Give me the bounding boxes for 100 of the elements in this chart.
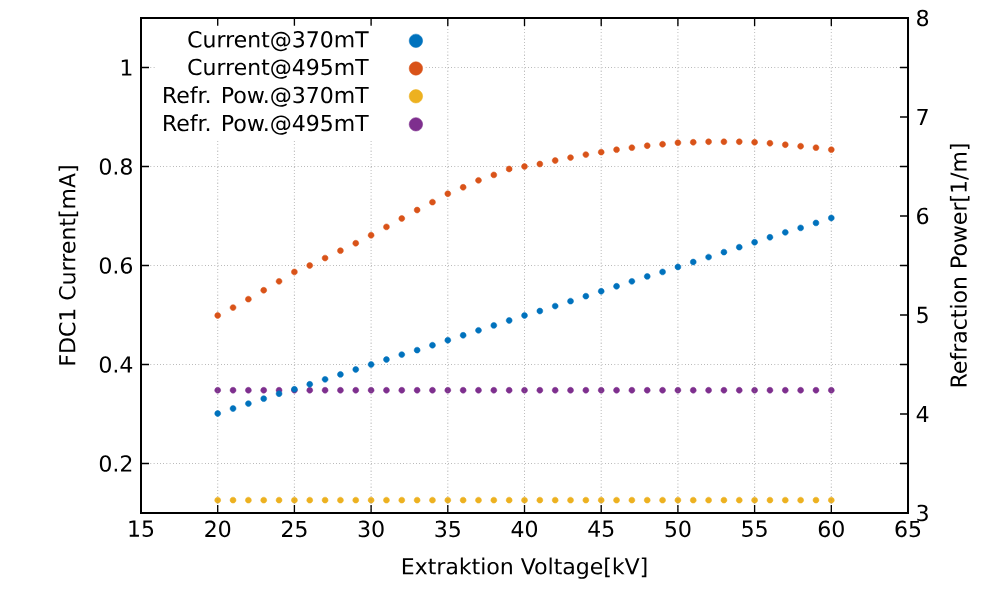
point — [582, 292, 590, 300]
point — [475, 177, 482, 184]
y-tick-label: 1 — [121, 59, 132, 76]
point — [429, 198, 436, 206]
point — [444, 337, 452, 344]
point — [628, 144, 636, 151]
point — [260, 287, 267, 294]
y2-tick-label: 6 — [917, 207, 929, 225]
point — [751, 239, 758, 246]
point — [628, 278, 636, 285]
point — [444, 190, 452, 197]
point — [613, 283, 620, 290]
point — [229, 405, 237, 412]
point — [551, 157, 559, 164]
point — [352, 240, 359, 247]
point — [536, 160, 544, 168]
point — [214, 312, 221, 319]
point — [505, 165, 513, 173]
point — [429, 341, 436, 349]
point — [321, 376, 329, 383]
y2-axis-title: Refraction Power[1/m] — [949, 144, 970, 387]
point — [567, 154, 574, 161]
point — [705, 253, 712, 261]
point — [720, 248, 728, 256]
point — [551, 302, 559, 310]
y-tick-label: 0.4 — [99, 356, 133, 373]
y2-tick-label: 5 — [917, 306, 928, 324]
point — [720, 138, 728, 145]
point — [674, 263, 682, 271]
point — [321, 254, 329, 262]
point — [505, 317, 513, 324]
point — [367, 361, 375, 368]
x-axis-title: Extraktion Voltage[kV] — [402, 557, 647, 579]
point — [598, 288, 605, 295]
point — [690, 139, 697, 146]
x-tick-label: 35 — [435, 520, 460, 538]
x-tick-label: 65 — [895, 520, 921, 538]
point — [736, 138, 743, 145]
y-tick-label: 0.6 — [99, 257, 133, 274]
y2-tick-label: 3 — [917, 504, 928, 522]
point — [736, 243, 743, 251]
point — [229, 304, 237, 311]
legend-label: Refr. Pow.@495mT — [164, 114, 369, 135]
point — [567, 297, 574, 305]
point — [352, 366, 359, 373]
point — [536, 307, 544, 315]
point — [337, 247, 344, 254]
point — [459, 332, 467, 339]
point — [705, 138, 712, 145]
point — [275, 278, 283, 285]
x-tick-label: 25 — [282, 520, 307, 538]
x-tick-label: 60 — [818, 520, 844, 538]
point — [751, 139, 758, 146]
y2-tick-label: 4 — [916, 405, 929, 423]
legend-label: Current@370mT — [188, 31, 369, 52]
point — [413, 206, 421, 214]
point — [659, 268, 666, 276]
legend-label: Current@495mT — [188, 58, 369, 79]
x-tick-label: 20 — [205, 520, 231, 538]
point — [398, 215, 405, 222]
point — [490, 171, 498, 179]
point — [782, 229, 789, 236]
point — [367, 232, 375, 239]
x-tick-label: 55 — [742, 520, 767, 537]
point — [383, 356, 390, 363]
point — [659, 141, 666, 148]
y-axis-title: FDC1 Current[mA] — [58, 166, 79, 365]
point — [812, 219, 820, 227]
point — [828, 146, 835, 153]
point — [582, 151, 590, 158]
point — [521, 163, 528, 170]
x-tick-label: 50 — [665, 520, 691, 538]
legend-label: Refr. Pow.@370mT — [164, 86, 369, 107]
point — [260, 395, 267, 402]
point — [613, 146, 620, 153]
point — [766, 140, 774, 147]
x-tick-label: 15 — [129, 520, 154, 537]
y-tick-label: 0.8 — [99, 158, 132, 175]
point — [490, 322, 498, 329]
point — [690, 258, 697, 266]
point — [383, 223, 390, 231]
point — [245, 400, 252, 407]
point — [306, 381, 313, 388]
point — [245, 295, 252, 303]
y2-tick-label: 7 — [917, 108, 928, 126]
point — [306, 262, 313, 269]
point — [337, 371, 344, 378]
point — [475, 327, 482, 334]
y-tick-label: 0.2 — [99, 455, 132, 472]
point — [459, 184, 467, 191]
point — [644, 142, 651, 149]
x-tick-label: 40 — [511, 520, 538, 538]
point — [812, 144, 820, 151]
point — [797, 224, 804, 232]
y2-tick-label: 8 — [917, 9, 929, 27]
point — [413, 346, 421, 354]
point — [644, 273, 651, 280]
point — [598, 148, 605, 156]
point — [674, 139, 682, 146]
point — [398, 351, 405, 358]
